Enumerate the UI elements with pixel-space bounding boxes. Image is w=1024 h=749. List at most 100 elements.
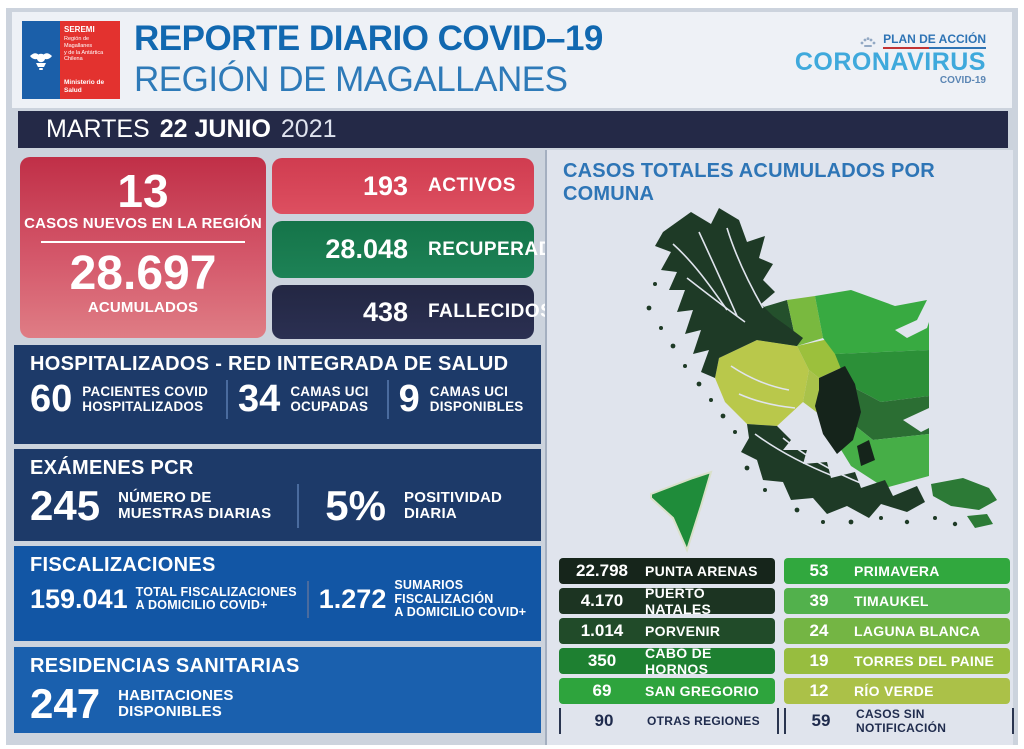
map-region-timaukel bbox=[835, 416, 929, 488]
commune-label: PUNTA ARENAS bbox=[645, 563, 758, 579]
active-cases-card: 193 ACTIVOS bbox=[272, 158, 534, 214]
seremi-region: Región de Magallanes y de la Antártica C… bbox=[64, 35, 104, 63]
no-notification-label: CASOS SIN NOTIFICACIÓN bbox=[856, 707, 947, 735]
coronavirus-label: CORONAVIRUS bbox=[794, 48, 986, 76]
icu-available-label: CAMAS UCI DISPONIBLES bbox=[429, 383, 524, 414]
recovered-value: 28.048 bbox=[325, 234, 408, 264]
new-cases-card: 13 CASOS NUEVOS EN LA REGIÓN 28.697 ACUM… bbox=[20, 157, 266, 338]
commune-value: 4.170 bbox=[580, 591, 624, 610]
emblem-icon bbox=[860, 37, 876, 47]
active-cases-label: ACTIVOS bbox=[428, 175, 516, 196]
stat-divider bbox=[386, 380, 389, 419]
commune-row-timaukel: 39 TIMAUKEL bbox=[784, 588, 1010, 614]
seremi-logo: SEREMI Región de Magallanes y de la Antá… bbox=[22, 21, 120, 99]
commune-row-rio-verde: 12 RÍO VERDE bbox=[784, 678, 1010, 704]
commune-row-primavera: 53 PRIMAVERA bbox=[784, 558, 1010, 584]
region-map bbox=[551, 188, 1009, 554]
card-divider bbox=[41, 241, 245, 243]
summary-proceedings-value: 1.272 bbox=[318, 583, 387, 614]
icu-occupied-value: 34 bbox=[238, 378, 281, 420]
inspections-title: FISCALIZACIONES bbox=[30, 554, 216, 576]
pcr-samples-label: NÚMERO DE MUESTRAS DIARIAS bbox=[118, 488, 272, 522]
commune-value: 350 bbox=[587, 651, 617, 670]
other-regions-row: 90 OTRAS REGIONES bbox=[559, 708, 779, 734]
seremi-logo-blue-panel bbox=[22, 21, 60, 99]
deceased-card: 438 FALLECIDOS bbox=[272, 285, 553, 339]
other-regions-value: 90 bbox=[594, 711, 614, 730]
icu-occupied-label: CAMAS UCI OCUPADAS bbox=[290, 383, 369, 414]
report-title-line1: REPORTE DIARIO COVID–19 bbox=[134, 19, 603, 58]
hospitalized-patients-label: PACIENTES COVID HOSPITALIZADOS bbox=[82, 383, 209, 414]
map-antarctic-arrow bbox=[650, 470, 713, 553]
active-cases-value: 193 bbox=[362, 170, 408, 201]
map-region-punta-arenas bbox=[815, 366, 875, 466]
rooms-available-value: 247 bbox=[30, 680, 101, 727]
map-region-se-islands bbox=[931, 478, 997, 528]
commune-label: RÍO VERDE bbox=[854, 683, 934, 699]
map-region-porvenir bbox=[843, 384, 929, 440]
commune-value: 39 bbox=[809, 591, 829, 610]
no-notification-value: 59 bbox=[811, 711, 831, 730]
commune-row-torres-del-paine: 19 TORRES DEL PAINE bbox=[784, 648, 1010, 674]
residences-title: RESIDENCIAS SANITARIAS bbox=[30, 655, 300, 677]
stat-divider bbox=[226, 380, 229, 419]
new-cases-value: 13 bbox=[117, 165, 169, 217]
stat-divider bbox=[297, 484, 300, 528]
rooms-available-label: HABITACIONES DISPONIBLES bbox=[118, 686, 234, 720]
commune-label: CABO DE HORNOS bbox=[645, 645, 712, 677]
new-cases-label: CASOS NUEVOS EN LA REGIÓN bbox=[24, 215, 262, 232]
positivity-value: 5% bbox=[325, 482, 386, 529]
commune-label: PORVENIR bbox=[645, 623, 721, 639]
commune-label: TIMAUKEL bbox=[854, 593, 929, 609]
pcr-title: EXÁMENES PCR bbox=[30, 457, 194, 479]
seremi-ministry: Ministerio de Salud bbox=[64, 79, 105, 94]
deceased-label: FALLECIDOS bbox=[428, 301, 554, 322]
hospitalized-section: HOSPITALIZADOS - RED INTEGRADA DE SALUD … bbox=[14, 345, 541, 444]
commune-row-san-gregorio: 69 SAN GREGORIO bbox=[559, 678, 775, 704]
date-year: 2021 bbox=[280, 115, 337, 143]
chile-coat-of-arms-icon bbox=[30, 53, 52, 70]
commune-row-puerto-natales: 4.170 PUERTO NATALES bbox=[559, 585, 775, 617]
commune-row-laguna-blanca: 24 LAGUNA BLANCA bbox=[784, 618, 1010, 644]
commune-value: 22.798 bbox=[576, 561, 628, 580]
commune-label: SAN GREGORIO bbox=[645, 683, 760, 699]
map-island-speckles bbox=[646, 282, 958, 527]
hospitalized-title: HOSPITALIZADOS - RED INTEGRADA DE SALUD bbox=[30, 353, 509, 375]
recovered-label: RECUPERADOS bbox=[428, 238, 582, 260]
communes-title: CASOS TOTALES ACUMULADOS POR COMUNA bbox=[563, 160, 935, 205]
stat-divider bbox=[306, 581, 309, 618]
date-value: 22 JUNIO bbox=[159, 115, 271, 143]
map-region-south-band bbox=[741, 424, 925, 518]
commune-row-cabo-de-hornos: 350 CABO DE HORNOS bbox=[559, 645, 775, 677]
map-region-west-fjords bbox=[655, 208, 803, 378]
recovered-card: 28.048 RECUPERADOS bbox=[272, 221, 581, 278]
communes-panel: CASOS TOTALES ACUMULADOS POR COMUNA bbox=[545, 150, 1014, 745]
seremi-title: SEREMI bbox=[64, 25, 95, 34]
inspections-total-value: 159.041 bbox=[30, 583, 128, 614]
header: SEREMI Región de Magallanes y de la Antá… bbox=[12, 12, 1012, 108]
magallanes-map bbox=[646, 208, 997, 553]
commune-value: 12 bbox=[809, 681, 829, 700]
accumulated-label: ACUMULADOS bbox=[87, 299, 199, 316]
map-fjord-cracks bbox=[672, 227, 864, 485]
positivity-label: POSITIVIDAD DIARIA bbox=[404, 488, 503, 522]
accumulated-value: 28.697 bbox=[69, 247, 217, 300]
report-title-line2: REGIÓN DE MAGALLANES bbox=[134, 60, 568, 99]
summary-proceedings-label: SUMARIOS FISCALIZACIÓN A DOMICILIO COVID… bbox=[394, 578, 527, 619]
commune-value: 19 bbox=[809, 651, 829, 670]
inspections-section: FISCALIZACIONES 159.041 TOTAL FISCALIZAC… bbox=[14, 546, 541, 641]
date-day: MARTES bbox=[46, 115, 150, 143]
plan-de-accion-logo: PLAN DE ACCIÓN CORONAVIRUS COVID-19 bbox=[795, 32, 986, 87]
commune-value: 1.014 bbox=[580, 621, 624, 640]
other-regions-label: OTRAS REGIONES bbox=[647, 714, 760, 728]
seremi-logo-red-panel: SEREMI Región de Magallanes y de la Antá… bbox=[60, 21, 120, 99]
commune-label: PRIMAVERA bbox=[854, 563, 940, 579]
plan-label: PLAN DE ACCIÓN bbox=[883, 32, 986, 49]
map-bay-notch bbox=[903, 408, 929, 432]
map-region-san-gregorio bbox=[815, 290, 929, 354]
residences-section: RESIDENCIAS SANITARIAS 247 HABITACIONES … bbox=[14, 647, 541, 733]
date-bar: MARTES 22 JUNIO 2021 bbox=[18, 111, 1008, 148]
commune-label: PUERTO NATALES bbox=[645, 585, 712, 617]
covid19-label: COVID-19 bbox=[939, 75, 986, 86]
